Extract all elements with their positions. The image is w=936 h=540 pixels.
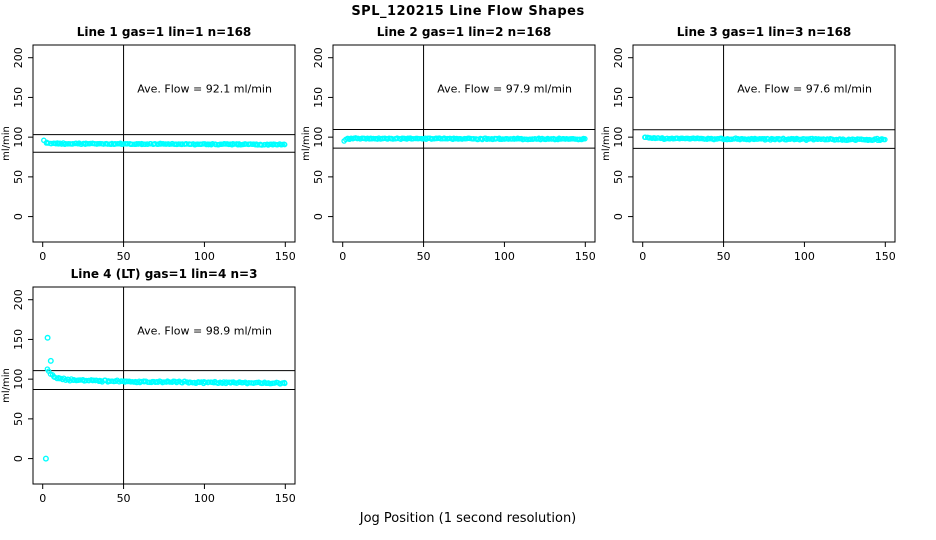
scatter-point [822,136,828,143]
x-tick-label: 100 [194,250,215,263]
scatter-point [166,141,173,147]
panel-title: Line 2 gas=1 lin=2 n=168 [377,25,552,39]
panel-title: Line 1 gas=1 lin=1 n=168 [77,25,252,39]
y-tick-label: 200 [12,47,25,68]
plot-box [332,44,596,243]
y-tick-label: 100 [12,127,25,148]
scatter-point [258,142,265,148]
scatter-point [701,136,708,142]
scatter-point [282,380,288,387]
panel-line-4: Line 4 (LT) gas=1 lin=4 n=3 0 50 100 150 0 50 1… [0,262,300,512]
y-tick-label: 50 [12,412,25,426]
x-tick-label: 150 [575,250,596,263]
scatter-point [144,141,151,147]
y-axis-label: ml/min [1,126,12,161]
y-tick-label: 50 [12,170,25,184]
x-tick-label: 100 [494,250,515,263]
outlier-point [47,357,54,364]
y-tick-label: 200 [612,47,625,68]
scatter-point [261,141,268,148]
x-tick-label: 150 [875,250,896,263]
scatter-point [83,377,89,384]
scatter-point [582,136,588,142]
panel-line-2-plot: Line 2 gas=1 lin=2 n=168 0 50 100 150 0 50 100 1… [301,25,596,263]
x-tick-label: 150 [275,250,296,263]
ave-flow-label: Ave. Flow = 97.9 ml/min [437,82,572,95]
x-tick-label: 0 [639,250,646,263]
scatter-point [70,141,76,147]
y-tick-label: 150 [612,87,625,108]
panel-line-1: Line 1 gas=1 lin=1 n=168 0 50 100 150 0 50 100 1… [0,20,300,270]
outlier-point [44,334,51,341]
scatter-point [712,136,718,142]
panel-title: Line 4 (LT) gas=1 lin=4 n=3 [71,267,258,281]
x-tick-label: 0 [39,250,46,263]
x-tick-label: 50 [117,250,131,263]
y-tick-label: 50 [612,170,625,184]
panel-line-2: Line 2 gas=1 lin=2 n=168 0 50 100 150 0 50 100 1… [300,20,600,270]
y-tick-label: 150 [12,329,25,350]
scatter-point [815,136,822,142]
x-tick-label: 50 [117,492,131,505]
y-tick-label: 150 [312,87,325,108]
scatter-point [62,141,69,147]
y-axis-label: ml/min [1,368,12,403]
plot-box [632,44,896,243]
y-tick-label: 0 [312,213,325,220]
scatter-point [882,136,888,143]
scatter-point [486,136,493,142]
plot-box [32,286,296,485]
scatter-point [680,135,686,142]
y-axis-label: ml/min [301,126,312,161]
y-tick-label: 200 [312,47,325,68]
panel-line-3-plot: Line 3 gas=1 lin=3 n=168 0 50 100 150 0 50 100 1… [601,25,896,263]
y-tick-label: 0 [612,213,625,220]
x-tick-label: 100 [794,250,815,263]
x-tick-label: 50 [717,250,731,263]
scatter-point [521,136,528,142]
y-axis-label: ml/min [601,126,612,161]
scatter-point [496,136,503,142]
scatter-point [142,141,148,148]
x-tick-label: 0 [39,492,46,505]
y-tick-label: 0 [12,455,25,462]
ave-flow-label: Ave. Flow = 98.9 ml/min [137,324,272,337]
panel-line-4-plot: Line 4 (LT) gas=1 lin=4 n=3 0 50 100 150 0 50 1… [1,267,296,505]
x-tick-label: 50 [417,250,431,263]
scatter-point [652,135,659,142]
y-tick-label: 0 [12,213,25,220]
y-tick-label: 100 [312,127,325,148]
y-tick-label: 100 [612,127,625,148]
figure-title: SPL_120215 Line Flow Shapes [351,4,585,19]
panel-line-3: Line 3 gas=1 lin=3 n=168 0 50 100 150 0 50 100 1… [600,20,900,270]
scatter-point [281,141,288,148]
x-tick-label: 100 [194,492,215,505]
y-tick-label: 200 [12,289,25,310]
ave-flow-label: Ave. Flow = 92.1 ml/min [137,82,272,95]
panel-line-1-plot: Line 1 gas=1 lin=1 n=168 0 50 100 150 0 50 100 1… [1,25,296,263]
scatter-point [202,379,209,386]
x-tick-label: 150 [275,492,296,505]
ave-flow-label: Ave. Flow = 97.6 ml/min [737,82,872,95]
x-tick-label: 0 [339,250,346,263]
panel-title: Line 3 gas=1 lin=3 n=168 [677,25,852,39]
plot-box [32,44,296,243]
scatter-point [45,140,51,146]
x-axis-label: Jog Position (1 second resolution) [359,511,577,526]
y-tick-label: 100 [12,369,25,390]
y-tick-label: 150 [12,87,25,108]
outlier-point [42,455,49,462]
scatter-point [209,141,216,147]
y-tick-label: 50 [312,170,325,184]
scatter-point [555,136,561,143]
scatter-point [505,136,512,142]
